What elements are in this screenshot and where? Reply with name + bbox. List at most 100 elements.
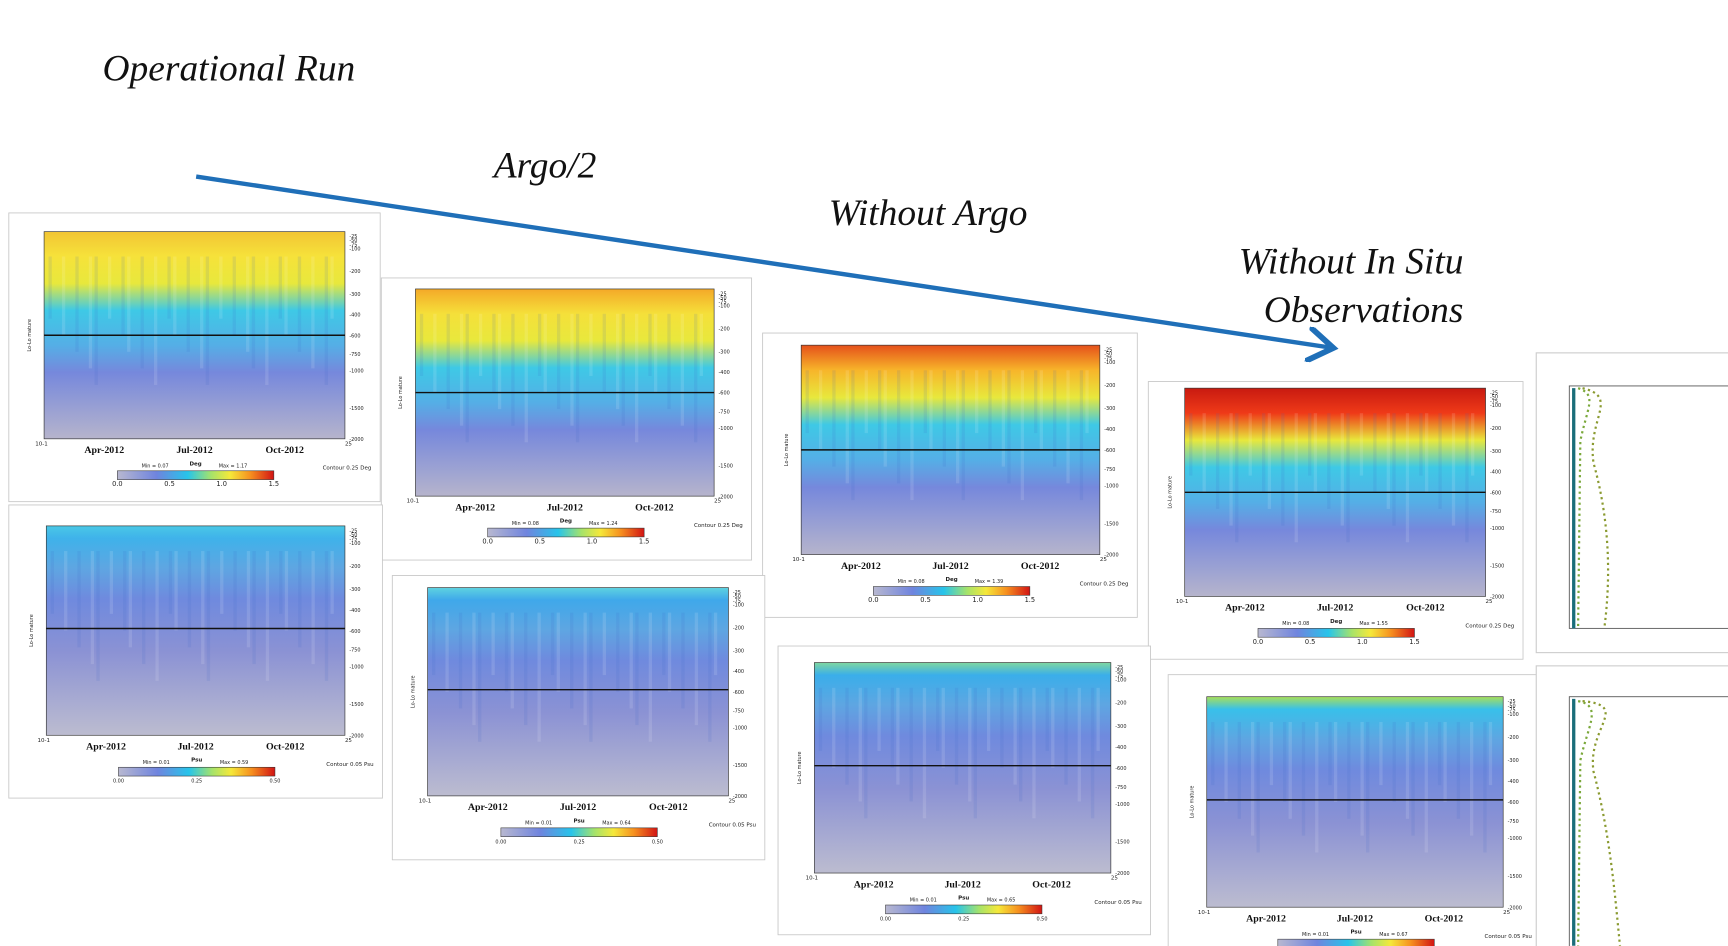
- heatmap-streak: [1248, 413, 1252, 476]
- depth-label: -75: [349, 242, 357, 248]
- x-label: Apr-2012: [84, 445, 124, 456]
- depth-label: -600: [733, 690, 744, 696]
- heatmap-streak: [648, 612, 653, 742]
- heatmap-streak: [1079, 370, 1084, 501]
- unit-label: Deg: [189, 461, 201, 467]
- heatmap-streak: [1189, 413, 1193, 476]
- depth-label: -100: [1115, 678, 1126, 684]
- x-start-label: 10-1: [792, 557, 804, 563]
- heatmap-streak: [123, 551, 127, 631]
- heatmap-streak: [205, 256, 210, 385]
- heatmap-streak: [128, 551, 133, 648]
- heatmap-streak: [504, 612, 509, 692]
- x-label: Jul-2012: [1337, 914, 1373, 925]
- heatmap-streak: [1483, 721, 1487, 853]
- min-label: Min = 0.01: [525, 821, 552, 827]
- unit-label: Deg: [945, 577, 957, 583]
- depth-label: -300: [733, 648, 744, 654]
- heatmap-streak: [284, 551, 289, 631]
- heatmap-streak: [1419, 413, 1423, 476]
- depth-label: -75: [1508, 708, 1516, 714]
- heatmap-streak: [667, 612, 672, 692]
- depth-label: -1000: [349, 664, 363, 670]
- x-end-label: 25: [714, 499, 721, 505]
- heatmap-streak: [251, 256, 256, 369]
- heatmap-streak: [330, 256, 334, 319]
- heatmap-streak: [1359, 413, 1364, 476]
- depth-label: -25: [1115, 665, 1123, 671]
- heatmap-streak: [1224, 721, 1228, 802]
- heatmap-streak: [50, 551, 54, 614]
- heatmap-streak: [961, 370, 965, 501]
- heatmap-streak: [311, 551, 315, 665]
- depth-label: -1500: [733, 763, 747, 769]
- heatmap-streak: [621, 313, 625, 426]
- heatmap-streak: [1066, 370, 1070, 484]
- heatmap-streak: [1288, 721, 1292, 819]
- x-label: Oct-2012: [266, 445, 305, 456]
- heatmap-streak: [877, 687, 881, 751]
- colorbar-tick: 1.0: [972, 596, 983, 604]
- heatmap-streak: [550, 612, 555, 676]
- panel: -25-50-75-100 -200 -300 -400 -600 -750 -1000 -1…: [762, 332, 1138, 618]
- y-axis-label: Lo-Lo mature: [797, 751, 803, 784]
- colorbar-tick: 0.25: [574, 839, 585, 845]
- heatmap-streak: [524, 313, 528, 443]
- heatmap-streak: [511, 313, 515, 426]
- colorbar-tick: 0.25: [958, 916, 969, 922]
- heatmap-streak: [922, 687, 927, 819]
- heatmap-streak: [1032, 687, 1036, 819]
- x-label: Apr-2012: [1225, 603, 1265, 614]
- heatmap-streak: [1039, 370, 1043, 450]
- panel: -25-50-75-100 -200 -300 -400 -600 -750 -1000 -1…: [777, 645, 1151, 936]
- depth-label: -2000: [349, 437, 363, 443]
- heatmap-streak: [942, 370, 946, 467]
- heatmap-streak: [1267, 413, 1272, 509]
- max-label: Max = 0.59: [220, 760, 248, 766]
- heatmap-streak: [845, 687, 849, 785]
- y-axis-label: Lo-Lo mature: [27, 319, 33, 352]
- panel: -25-50-75-100 -200 -300 -400 -600 -750 -1000 -1…: [380, 277, 753, 561]
- heatmap-streak: [537, 612, 541, 742]
- heatmap-streak: [279, 551, 283, 614]
- heatmap-streak: [419, 313, 424, 376]
- depth-label: -200: [1490, 426, 1501, 432]
- max-label: Max = 1.55: [1359, 621, 1387, 627]
- depth-label: -600: [1508, 800, 1519, 806]
- heatmap-streak: [877, 370, 882, 450]
- heatmap-streak: [1019, 687, 1023, 802]
- heatmap-streak: [1392, 721, 1396, 802]
- heatmap-streak: [491, 612, 495, 676]
- depth-label: -300: [1508, 758, 1519, 764]
- heatmap-streak: [1045, 687, 1049, 751]
- colorbar-tick: 0.5: [535, 538, 546, 546]
- colorbar: [500, 827, 658, 837]
- heatmap-streak: [75, 256, 79, 352]
- colorbar-tick: 0.0: [868, 596, 879, 604]
- heatmap-streak: [1077, 687, 1081, 802]
- x-label: Oct-2012: [266, 742, 305, 753]
- heatmap-streak: [575, 313, 580, 443]
- heatmap-streak: [667, 313, 671, 410]
- colorbar-tick: 0.0: [482, 538, 493, 546]
- heatmap-streak: [896, 370, 901, 484]
- heatmap-streak: [173, 256, 177, 336]
- depth-label: -750: [733, 709, 744, 715]
- panel: -25-50-75-100 -200 -300 -400 -600 -750 -1000 -1…: [1167, 674, 1542, 946]
- heatmap-streak: [988, 370, 992, 450]
- depth-label: -400: [349, 608, 360, 614]
- depth-label: -75: [1104, 356, 1112, 362]
- depth-label: -2000: [349, 733, 363, 739]
- depth-label: -750: [719, 409, 730, 415]
- heatmap-streak: [432, 612, 436, 676]
- heatmap-streak: [1053, 370, 1057, 467]
- colorbar-tick: 0.50: [269, 779, 280, 785]
- heatmap-streak: [1313, 413, 1318, 493]
- heatmap-streak: [446, 313, 450, 410]
- heatmap-streak: [1424, 413, 1429, 493]
- heatmap-streak: [433, 313, 437, 393]
- heatmap-streak: [954, 687, 959, 785]
- panel: -25-50-75-100 -200 -300 -400 -600 -750 -1000 -1…: [1147, 381, 1524, 660]
- heatmap-streak: [680, 313, 684, 426]
